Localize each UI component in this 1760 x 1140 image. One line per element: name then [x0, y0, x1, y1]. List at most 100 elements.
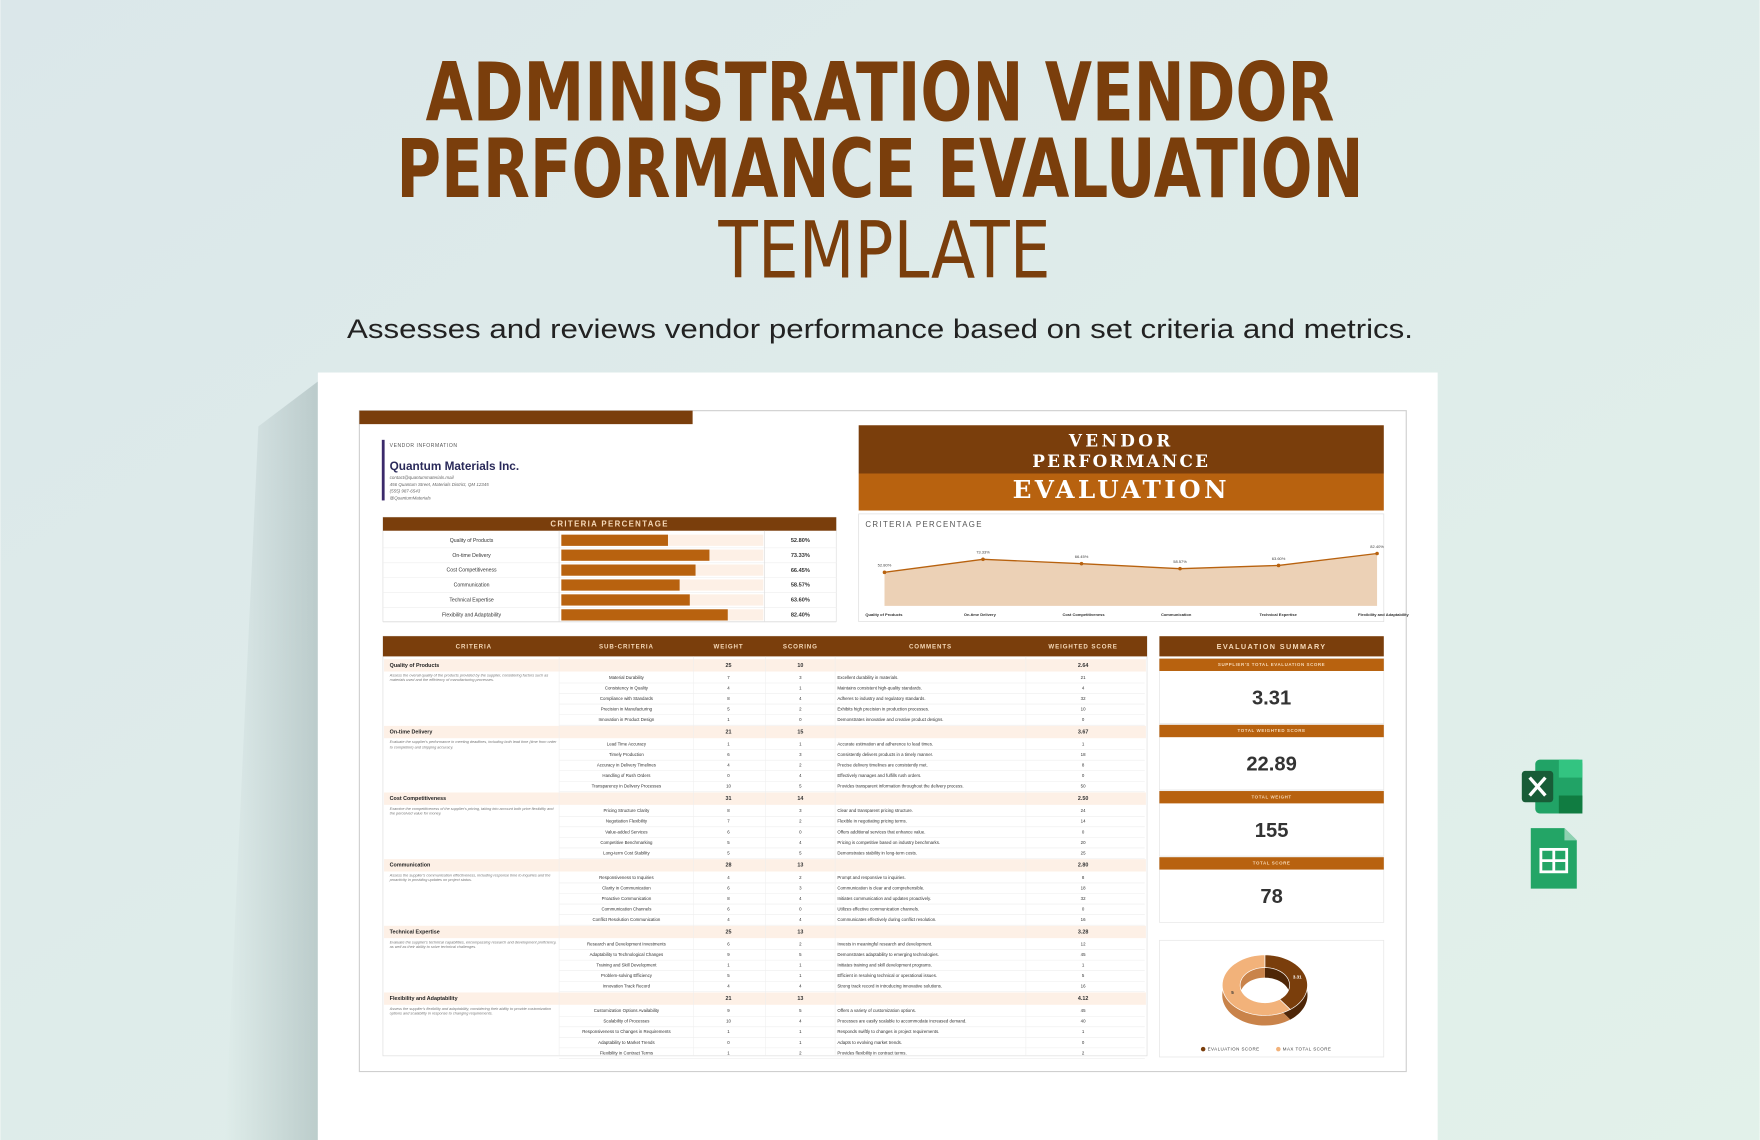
- group-description-box: Assess the supplier's communication effe…: [390, 873, 551, 882]
- row-weight: 9: [727, 952, 730, 957]
- line-category: Cost Competitiveness: [1062, 612, 1105, 617]
- group-score: 15: [797, 729, 803, 735]
- line-category: Flexibility and Adaptability: [1358, 612, 1409, 617]
- row-comment: Demonstrates stability in long-term cost…: [837, 850, 917, 855]
- sub-criteria: Negotiation Flexibility: [606, 819, 648, 824]
- table-header-label: SCORING: [783, 643, 818, 650]
- table-header-label: CRITERIA: [456, 643, 492, 650]
- line-value-label: 73.33%: [976, 550, 990, 555]
- row-weight: 8: [727, 696, 730, 701]
- title-line: TEMPLATE: [718, 204, 1051, 296]
- summary-label: TOTAL WEIGHTED SCORE: [1238, 728, 1306, 733]
- row-score: 3: [799, 675, 802, 680]
- row-weighted: 1: [1082, 1029, 1085, 1034]
- line-value-label: 66.45%: [1075, 554, 1089, 559]
- bar: [561, 534, 668, 546]
- row-comment: Efficient in resolving technical or oper…: [837, 973, 937, 978]
- group-description: Evaluate the supplier's performance in m…: [389, 739, 557, 750]
- row-weight: 7: [727, 675, 730, 680]
- row-score: 1: [799, 963, 802, 968]
- vendor-label: VENDOR INFORMATION: [390, 443, 458, 449]
- vendor-accent: [381, 439, 385, 501]
- group-description-box: Evaluate the supplier's performance in m…: [389, 739, 557, 750]
- row-comment: Consistently delivers products in a time…: [837, 752, 933, 757]
- row-weight: 6: [727, 885, 730, 890]
- row-comment: Strong track record in introducing innov…: [837, 984, 942, 989]
- table-header-label: WEIGHTED SCORE: [1048, 643, 1117, 650]
- bar-category: Cost Competitiveness: [446, 568, 497, 574]
- title-line: ADMINISTRATION VENDOR: [426, 47, 1335, 141]
- vendor-name: Quantum Materials Inc.: [390, 460, 519, 473]
- excel-icon: [1521, 759, 1583, 814]
- row-score: 2: [799, 941, 802, 946]
- vendor-line: @QuantumMaterials: [390, 495, 432, 500]
- row-score: 1: [799, 973, 802, 978]
- row-comment: Excellent durability in materials.: [837, 675, 898, 680]
- sub-criteria: Compliance with Standards: [600, 696, 654, 701]
- row-weighted: 12: [1081, 941, 1086, 946]
- row-comment: Precise delivery timelines are consisten…: [837, 763, 927, 768]
- row-comment: Communicates effectively during conflict…: [837, 917, 936, 922]
- sub-criteria: Pricing Structure Clarity: [604, 808, 651, 813]
- group-description: Examine the competitiveness of the suppl…: [389, 806, 554, 816]
- row-score: 1: [799, 1040, 802, 1045]
- bar-value-label: 63.60%: [791, 598, 810, 604]
- banner-line: PERFORMANCE: [1032, 451, 1210, 471]
- table-header: [382, 636, 1148, 657]
- group-score: 10: [797, 663, 803, 669]
- group-name: Communication: [390, 863, 431, 869]
- bar: [561, 549, 710, 561]
- sub-criteria: Adaptability to Market Trends: [598, 1040, 655, 1045]
- table-header-label: WEIGHT: [714, 643, 744, 650]
- banner-line: VENDOR: [1068, 431, 1174, 451]
- bar-value-label: 82.40%: [791, 613, 810, 619]
- summary-label: TOTAL WEIGHT: [1251, 794, 1291, 799]
- group-weight: 28: [726, 863, 732, 869]
- sub-criteria: Consistency in Quality: [605, 685, 649, 690]
- line-category: Quality of Products: [865, 612, 903, 617]
- row-weight: 4: [727, 875, 730, 880]
- sub-criteria: Accuracy in Delivery Timelines: [597, 763, 657, 768]
- row-weight: 1: [727, 963, 730, 968]
- table-header-label: COMMENTS: [909, 643, 952, 650]
- line-category: On-time Delivery: [964, 612, 997, 617]
- table-header-label: SUB-CRITERIA: [599, 643, 654, 650]
- summary-value: 78: [1260, 886, 1282, 908]
- group-band: [384, 792, 1146, 805]
- sub-criteria: Lead Time Accuracy: [607, 742, 647, 747]
- group-score: 13: [797, 996, 803, 1002]
- sub-criteria: Transparency in Delivery Processes: [592, 784, 662, 789]
- group-weighted: 2.50: [1078, 796, 1088, 802]
- line-point: [1375, 551, 1379, 556]
- line-point: [981, 557, 985, 562]
- row-comment: Provides transparent information through…: [837, 784, 963, 789]
- row-weight: 10: [726, 1019, 731, 1024]
- legend-swatch: [1200, 1046, 1206, 1052]
- line-category: Technical Expertise: [1259, 612, 1297, 617]
- sub-criteria: Long-term Cost Stability: [603, 850, 650, 855]
- row-weight: 4: [727, 917, 730, 922]
- row-weighted: 1: [1082, 963, 1085, 968]
- sub-criteria: Communication Channels: [601, 906, 652, 911]
- row-comment: Clear and transparent pricing structure.: [837, 808, 913, 813]
- row-weighted: 16: [1081, 917, 1086, 922]
- row-weight: 0: [727, 773, 730, 778]
- group-name: Flexibility and Adaptability: [390, 996, 458, 1002]
- row-comment: Utilizes effective communication channel…: [837, 906, 919, 911]
- row-score: 5: [799, 784, 802, 789]
- line-point: [1276, 563, 1281, 568]
- sub-criteria: Material Durability: [609, 675, 645, 680]
- row-comment: Pricing is competitive based on industry…: [837, 840, 940, 845]
- row-weighted: 40: [1081, 1019, 1086, 1024]
- row-weight: 1: [727, 1029, 730, 1034]
- sub-criteria: Proactive Communication: [602, 896, 652, 901]
- row-comment: Communication is clear and comprehensibl…: [837, 885, 924, 890]
- row-weighted: 0: [1082, 829, 1085, 834]
- row-score: 0: [799, 829, 802, 834]
- group-band: [384, 925, 1146, 939]
- summary-label-band: [1159, 857, 1384, 870]
- row-weighted: 16: [1081, 984, 1086, 989]
- legend-label: MAX TOTAL SCORE: [1283, 1046, 1332, 1051]
- sub-criteria: Scalability of Processes: [603, 1019, 650, 1024]
